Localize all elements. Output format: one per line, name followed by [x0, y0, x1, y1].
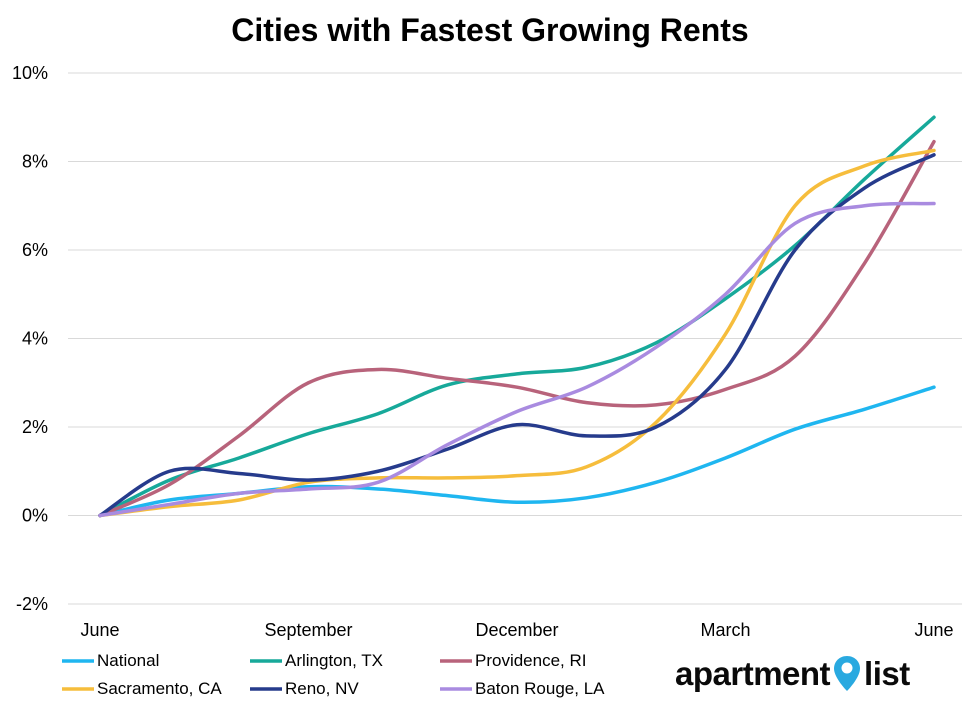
grid-lines: [68, 72, 962, 605]
apartment-list-logo: apartment list: [675, 652, 910, 696]
series-line-providence-ri: [98, 139, 936, 518]
y-axis-tick-labels: 10% 8% 6% 4% 2% 0% -2%: [12, 63, 48, 614]
x-tick-label: June: [914, 620, 953, 640]
x-tick-label: September: [264, 620, 352, 640]
legend-label: Reno, NV: [285, 679, 359, 698]
y-tick-label: 2%: [22, 417, 48, 437]
x-axis-tick-labels: June September December March June: [80, 620, 953, 640]
legend-item: Providence, RI: [440, 651, 587, 670]
series-line-reno-nv: [98, 153, 936, 518]
legend-label: Sacramento, CA: [97, 679, 222, 698]
series-line-sacramento-ca: [98, 148, 936, 518]
y-tick-label: -2%: [16, 594, 48, 614]
chart-title: Cities with Fastest Growing Rents: [231, 12, 749, 48]
map-pin-icon: [834, 656, 861, 691]
logo-text-apartment: apartment: [675, 655, 831, 692]
legend-label: Baton Rouge, LA: [475, 679, 605, 698]
series-lines: [98, 115, 936, 518]
y-tick-label: 8%: [22, 152, 48, 172]
legend: National Arlington, TX Providence, RI Sacra…: [62, 651, 605, 698]
y-tick-label: 6%: [22, 240, 48, 260]
y-tick-label: 0%: [22, 506, 48, 526]
legend-label: National: [97, 651, 159, 670]
legend-item: Baton Rouge, LA: [440, 679, 605, 698]
x-tick-label: December: [475, 620, 558, 640]
logo-text-list: list: [864, 655, 910, 692]
series-line-arlington-tx: [98, 115, 936, 518]
legend-item: Reno, NV: [250, 679, 359, 698]
x-tick-label: June: [80, 620, 119, 640]
legend-label: Arlington, TX: [285, 651, 383, 670]
legend-item: Sacramento, CA: [62, 679, 222, 698]
y-tick-label: 10%: [12, 63, 48, 83]
legend-item: National: [62, 651, 159, 670]
legend-label: Providence, RI: [475, 651, 587, 670]
y-tick-label: 4%: [22, 329, 48, 349]
series-line-baton-rouge-la: [98, 201, 936, 518]
legend-item: Arlington, TX: [250, 651, 383, 670]
x-tick-label: March: [700, 620, 750, 640]
